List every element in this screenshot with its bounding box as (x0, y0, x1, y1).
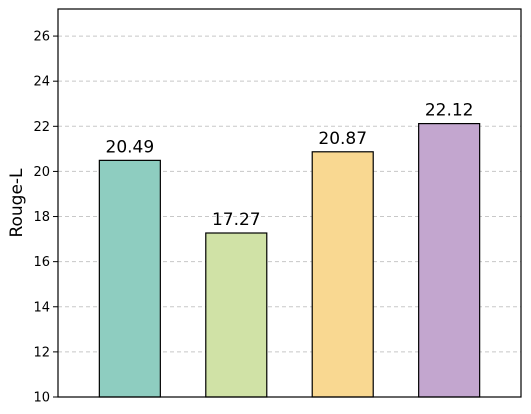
bar-value-label-4: 22.12 (425, 101, 474, 121)
y-tick-label: 18 (33, 210, 50, 225)
bar-value-label-3: 20.87 (318, 129, 367, 149)
y-tick-label: 22 (33, 120, 50, 135)
y-tick-label: 10 (33, 391, 50, 406)
data-labels: 20.49 17.27 20.87 22.12 (106, 101, 474, 230)
y-axis-title: Rouge-L (7, 168, 27, 238)
y-tick-label: 20 (33, 165, 50, 180)
bar-4 (418, 122, 481, 398)
y-tick-label: 26 (33, 30, 50, 45)
bars (98, 122, 481, 398)
bar-value-label-1: 20.49 (106, 137, 155, 157)
y-tick-label: 14 (33, 300, 50, 315)
bar-value-label-2: 17.27 (212, 210, 261, 230)
bar-3 (311, 151, 374, 398)
plot-frame (57, 8, 522, 398)
y-tick-label: 12 (33, 345, 50, 360)
bar-2 (205, 232, 268, 398)
bar-1 (98, 159, 161, 398)
y-tick-label: 16 (33, 255, 50, 270)
y-axis-ticks: 10 12 14 16 18 20 22 24 26 (33, 30, 58, 406)
y-tick-label: 24 (33, 75, 50, 90)
